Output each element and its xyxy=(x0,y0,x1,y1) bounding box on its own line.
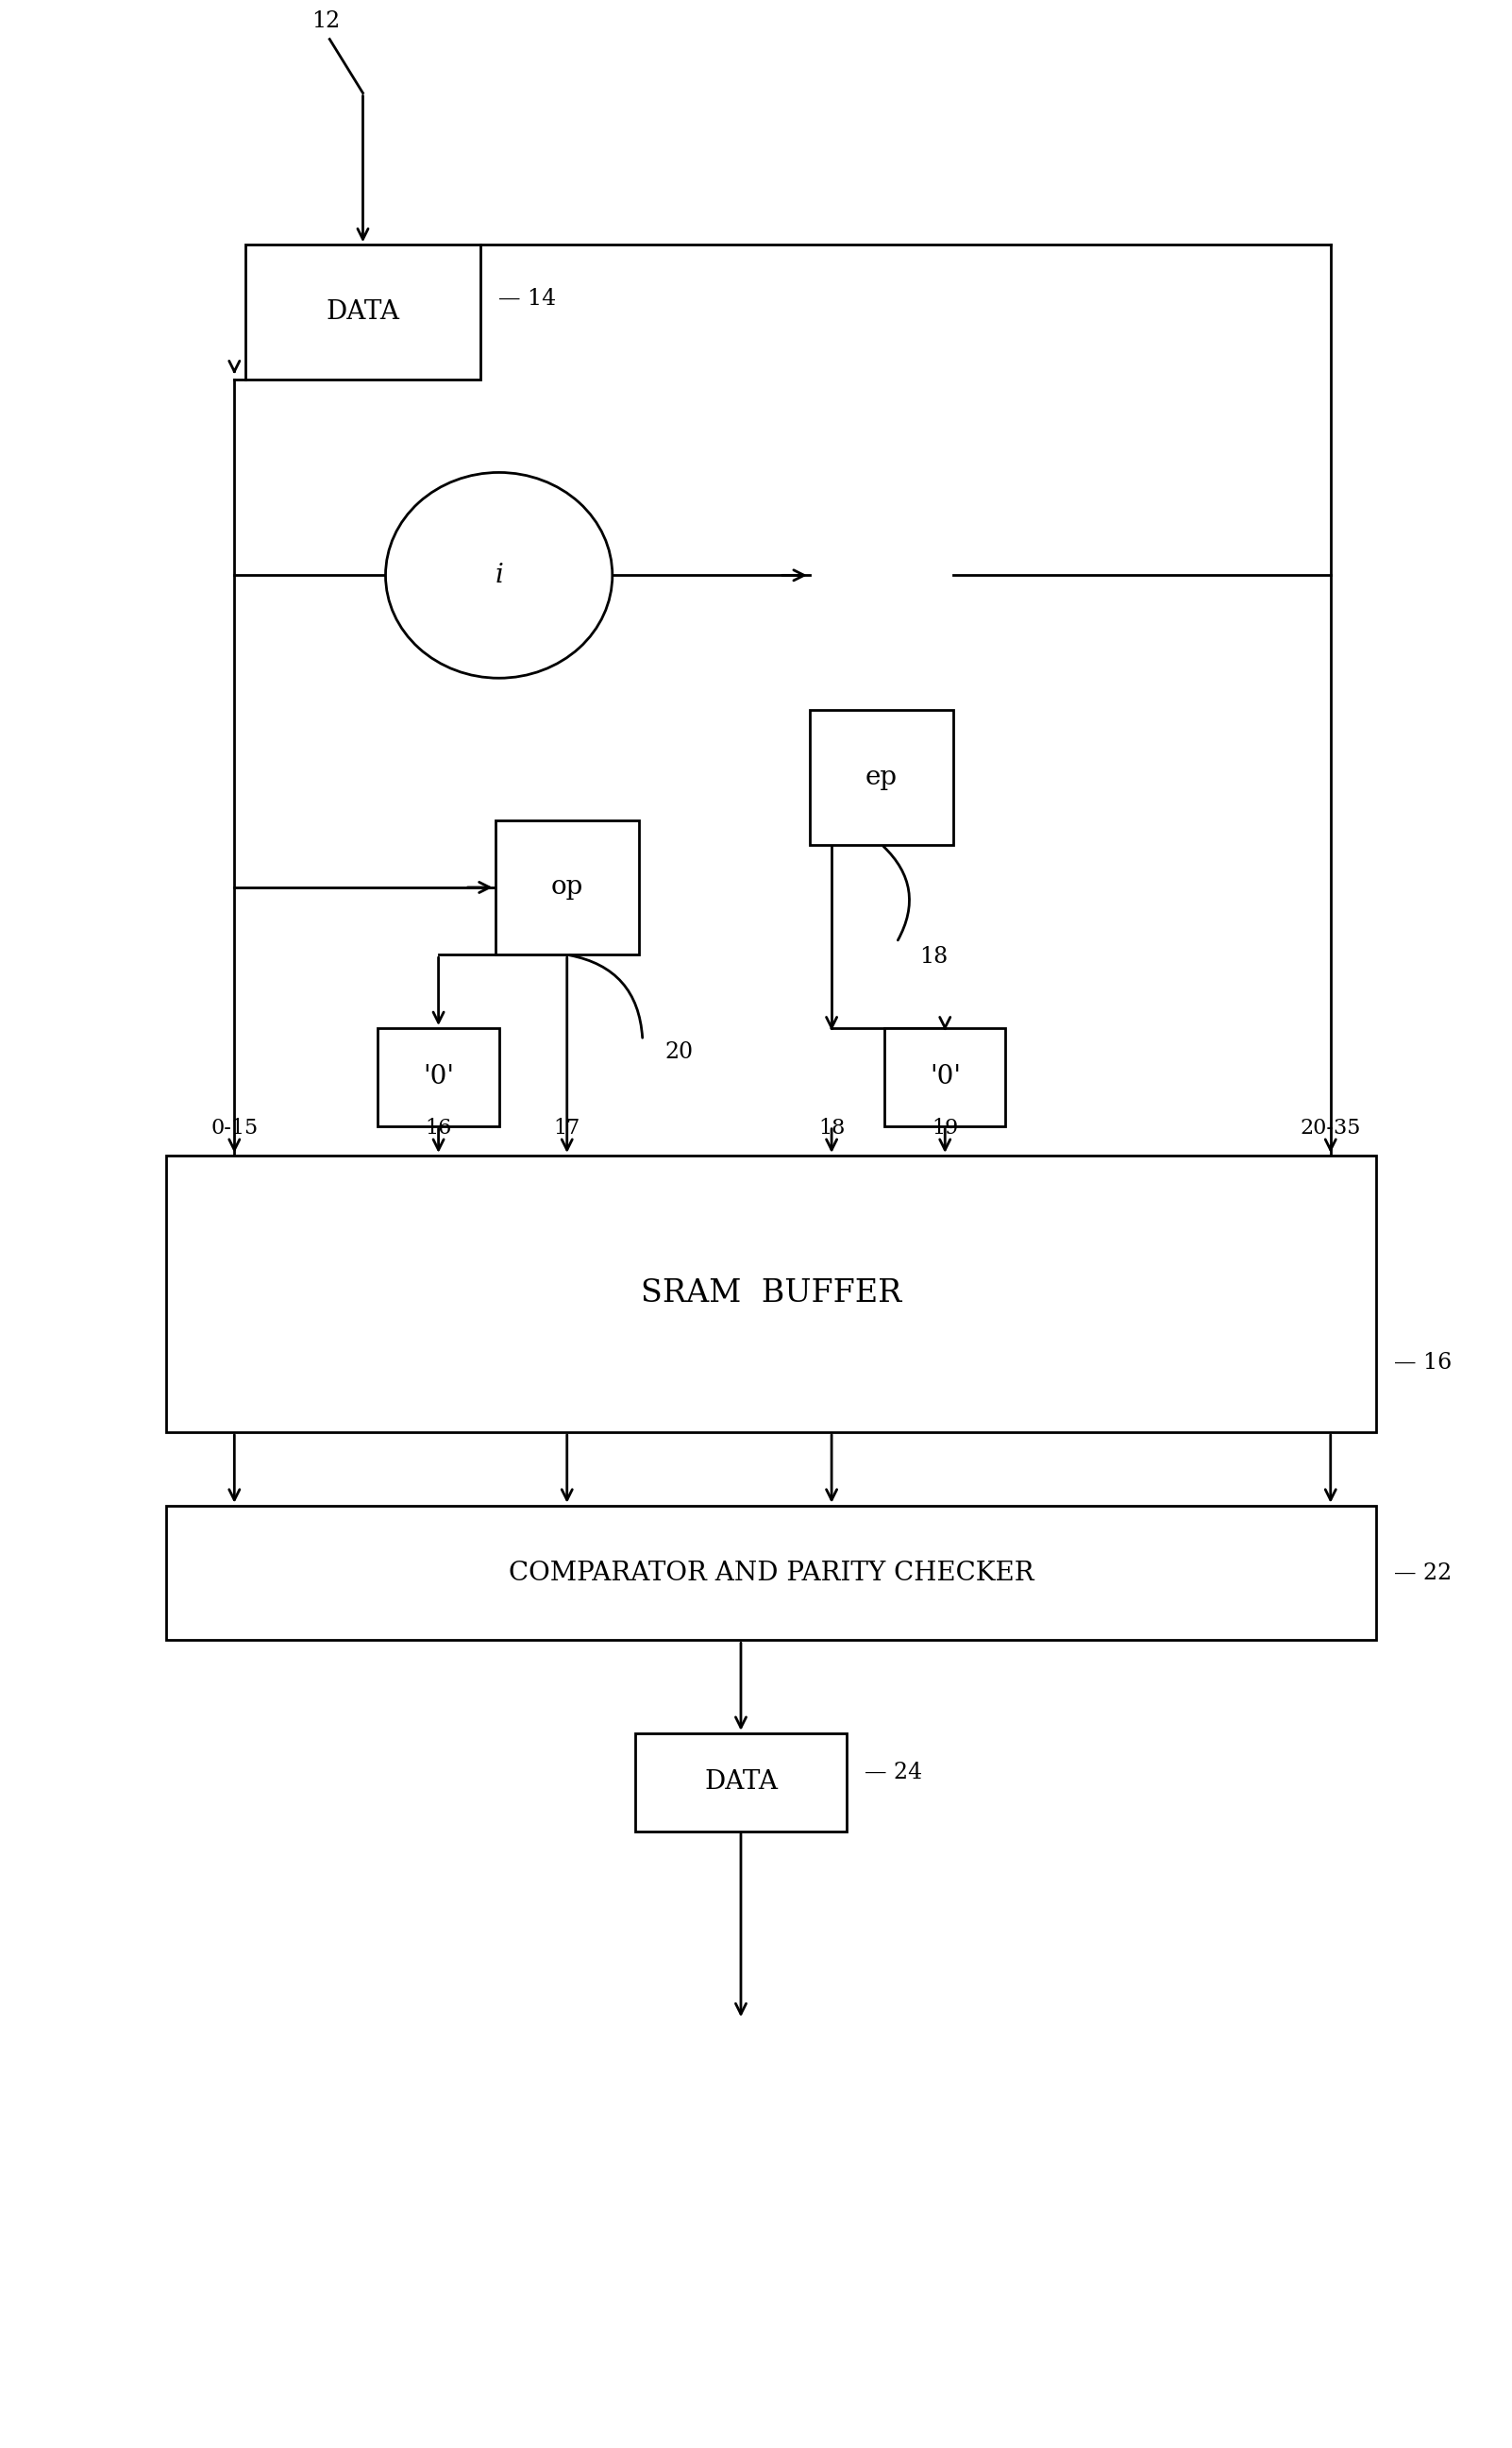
Text: — 22: — 22 xyxy=(1394,1562,1452,1584)
Text: 16: 16 xyxy=(425,1119,452,1138)
Bar xyxy=(496,820,638,955)
Text: — 24: — 24 xyxy=(865,1763,922,1782)
Text: 20-35: 20-35 xyxy=(1300,1119,1361,1138)
Bar xyxy=(166,1506,1376,1640)
Text: 18: 18 xyxy=(818,1119,845,1138)
Text: — 16: — 16 xyxy=(1394,1351,1452,1373)
Bar xyxy=(810,710,953,845)
Text: 17: 17 xyxy=(553,1119,581,1138)
Text: '0': '0' xyxy=(423,1065,454,1089)
Bar xyxy=(245,245,481,379)
Text: — 14: — 14 xyxy=(499,289,556,308)
Bar xyxy=(166,1155,1376,1432)
Text: ep: ep xyxy=(865,764,898,791)
Ellipse shape xyxy=(386,472,612,678)
Text: COMPARATOR AND PARITY CHECKER: COMPARATOR AND PARITY CHECKER xyxy=(508,1559,1034,1586)
Text: 20: 20 xyxy=(665,1043,694,1062)
Bar xyxy=(378,1028,499,1126)
Text: 18: 18 xyxy=(919,947,948,967)
Text: op: op xyxy=(550,874,584,901)
Text: '0': '0' xyxy=(930,1065,960,1089)
Text: DATA: DATA xyxy=(327,299,399,326)
Text: i: i xyxy=(494,563,503,588)
Text: SRAM  BUFFER: SRAM BUFFER xyxy=(641,1278,901,1310)
Text: 0-15: 0-15 xyxy=(210,1119,259,1138)
Text: 19: 19 xyxy=(931,1119,959,1138)
Bar xyxy=(885,1028,1005,1126)
Bar xyxy=(635,1733,847,1831)
Text: 12: 12 xyxy=(311,10,340,32)
Text: DATA: DATA xyxy=(705,1770,777,1794)
